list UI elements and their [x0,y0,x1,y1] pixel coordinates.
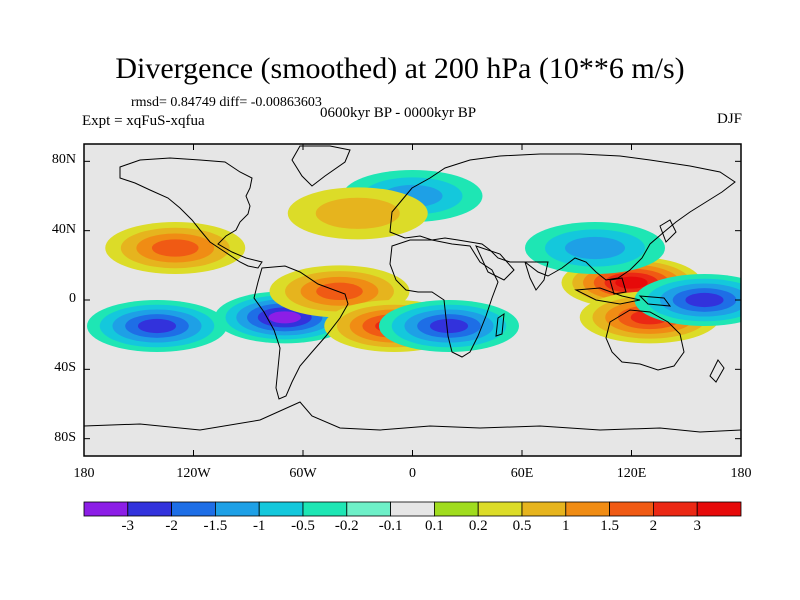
x-tick-label: 0 [409,466,416,481]
y-tick-label: 0 [69,291,76,306]
colorbar-label: 1 [562,518,570,534]
colorbar-swatch [302,501,348,517]
season-label: DJF [716,111,742,127]
period-label: 0600kyr BP - 0000kyr BP [320,105,477,121]
coast-australia [605,309,685,371]
colorbar-label: -2 [165,518,178,534]
colorbar-swatch [214,501,260,517]
x-tick-label: 60E [510,466,534,481]
coast-new-guinea [638,295,672,307]
coast-south-america [253,265,349,400]
coast-indonesia [574,287,641,305]
colorbar-swatch [127,501,173,517]
colorbar-label: 0.2 [468,518,488,534]
colorbar-swatch [565,501,610,517]
coastlines [84,145,741,433]
colorbar-label: 2 [649,518,658,534]
colorbar-label: -1 [252,518,266,534]
x-tick-label: 180 [730,466,752,481]
field-contour-5-4 [429,318,469,334]
x-tick-label: 60W [289,466,317,481]
colorbar [83,501,742,517]
colorbar-swatch [696,501,742,517]
coast-new-zealand [709,359,725,383]
x-tick-label: 180 [73,466,95,481]
field-contour-8-4 [685,292,724,308]
y-tick-label: 80S [54,429,76,445]
x-tick-label: 120E [616,466,647,481]
divergence-field [87,170,741,352]
colorbar-swatch [171,501,216,517]
stats-text: rmsd= 0.84749 diff= -0.00863603 [131,95,322,110]
colorbar-label: -0.2 [334,518,359,534]
field-contour-11-1 [315,197,400,229]
colorbar-label: 3 [693,518,701,534]
colorbar-label: -0.1 [378,518,403,534]
colorbar-swatch [477,501,523,517]
colorbar-swatch [390,501,435,517]
coast-arabia [475,245,515,281]
colorbar-label: 0.5 [512,518,532,534]
colorbar-swatch [346,501,391,517]
y-tick-label: 40S [54,360,76,376]
coast-madagascar [495,312,505,337]
y-tick-label: 80N [51,152,76,168]
colorbar-swatch [521,501,567,517]
colorbar-swatch [83,501,129,517]
x-tick-label: 120W [176,466,211,481]
colorbar-label: 1.5 [600,518,619,534]
coast-india [524,261,549,291]
field-contour-6-5 [615,276,648,289]
colorbar-swatch [653,501,698,517]
colorbar-swatch [609,501,654,517]
coast-eurasia [389,153,736,281]
colorbar-label: 0.1 [425,518,444,534]
field-contour-9-2 [565,236,625,260]
coast-africa [389,239,499,358]
colorbar-swatch [433,501,479,517]
colorbar-swatch [258,501,304,517]
field-contour-2-5 [268,311,301,324]
field-contour-1-4 [137,318,177,334]
colorbar-label: -0.5 [291,518,315,534]
y-tick-label: 40N [51,221,76,237]
coast-antarctica [84,401,741,433]
experiment-label: Expt = xqFuS-xqfua [82,113,205,129]
colorbar-label: -1.5 [203,518,228,534]
colorbar-label: -3 [121,518,135,534]
field-contour-3-3 [316,282,363,301]
field-contour-0-3 [151,239,199,257]
chart-title: Divergence (smoothed) at 200 hPa (10**6 … [115,52,685,85]
coast-greenland [291,145,351,187]
coast-borneo [609,277,627,295]
coast-north-america [119,157,263,269]
coast-japan [659,219,677,243]
axis-ticks [83,144,742,456]
